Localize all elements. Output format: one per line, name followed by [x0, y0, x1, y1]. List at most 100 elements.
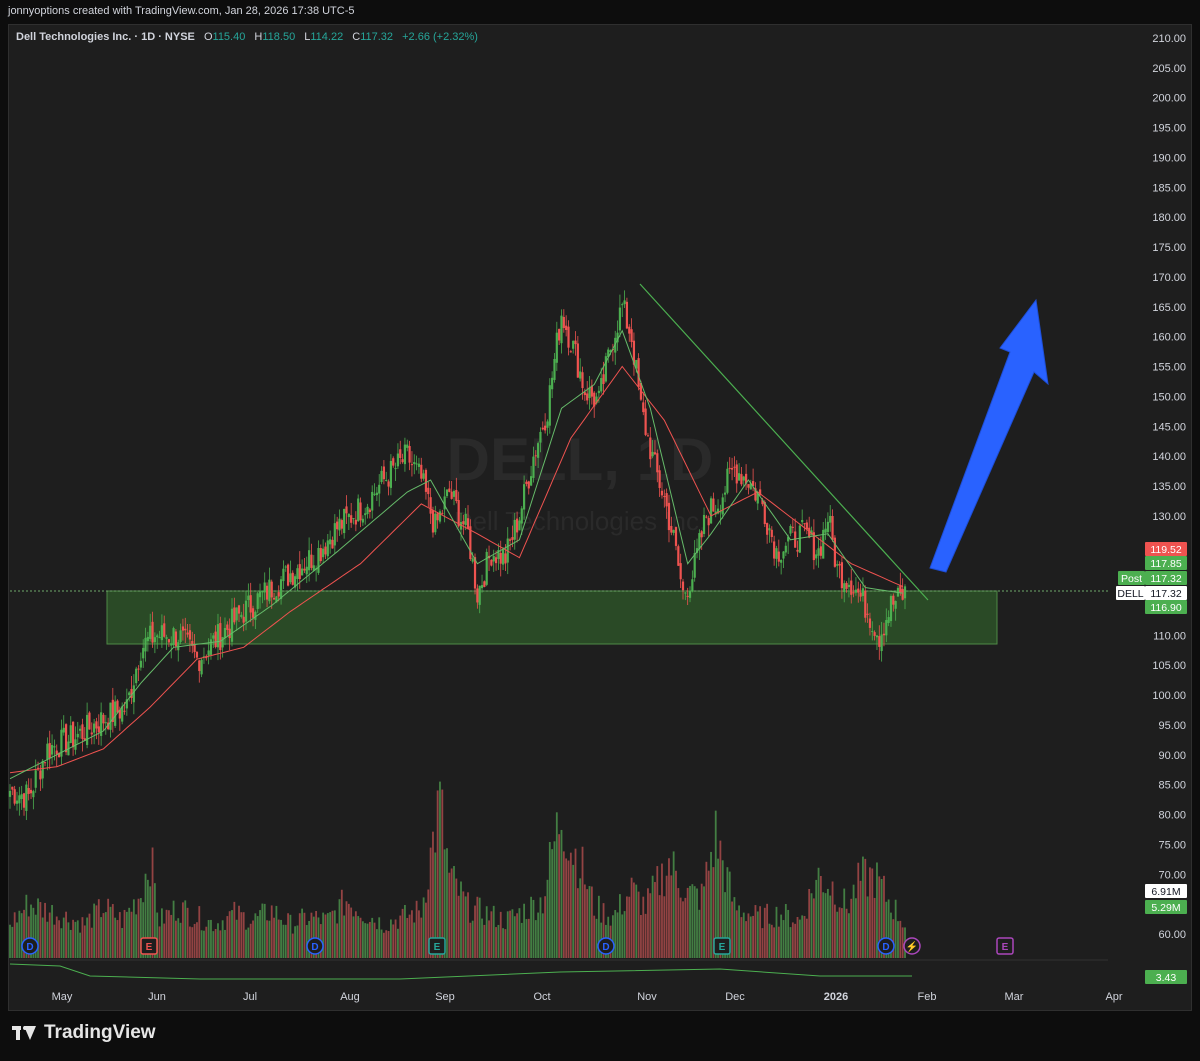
candle-body — [142, 647, 145, 659]
candle-body — [55, 750, 58, 755]
volume-bar — [537, 912, 540, 958]
volume-bar — [616, 912, 619, 958]
candle-body — [151, 621, 154, 643]
candle-body — [135, 668, 138, 684]
time-tick-label: Sep — [435, 991, 455, 1003]
candle-body — [195, 651, 199, 658]
volume-bar — [471, 920, 474, 958]
volume-bar — [686, 887, 689, 958]
legend-low: 114.22 — [310, 31, 344, 43]
candle-body — [104, 722, 107, 724]
candle-body — [628, 326, 631, 334]
candle-body — [681, 581, 685, 591]
volume-bar — [436, 790, 439, 958]
volume-bar — [455, 878, 458, 958]
volume-bar — [775, 906, 778, 958]
earnings-marker-icon — [996, 937, 1014, 955]
volume-bar — [326, 913, 329, 958]
volume-bar — [322, 912, 325, 958]
volume-bars — [9, 781, 906, 958]
volume-bar — [756, 911, 759, 958]
volume-bar — [315, 911, 318, 958]
volume-bar — [780, 914, 783, 958]
volume-bar — [817, 867, 820, 958]
candle-body — [268, 579, 271, 602]
volume-bar — [717, 858, 719, 958]
volume-bar — [107, 898, 110, 958]
candle-body — [838, 564, 841, 566]
candle-body — [191, 641, 194, 646]
candle-body — [548, 385, 551, 426]
volume-bar — [343, 915, 346, 958]
volume-bar — [761, 928, 764, 958]
candle-body — [518, 520, 521, 531]
volume-bar — [287, 913, 289, 958]
volume-bar — [887, 899, 890, 958]
candle-body — [424, 469, 428, 492]
time-tick-label: May — [52, 991, 73, 1003]
volume-bar — [282, 924, 285, 958]
candle-body — [312, 565, 315, 571]
chart-panel[interactable] — [8, 24, 1192, 1011]
candle-body — [450, 491, 453, 499]
volume-bar — [121, 928, 124, 958]
candle-body — [459, 522, 463, 530]
volume-bar — [413, 922, 416, 958]
candle-body — [782, 551, 785, 559]
volume-bar — [747, 913, 750, 958]
candle-body — [892, 595, 895, 605]
candle-body — [181, 626, 185, 631]
candle-body — [604, 356, 607, 382]
candle-body — [71, 721, 75, 748]
candle-body — [649, 437, 652, 460]
time-tick-label: Feb — [918, 991, 937, 1003]
candle-body — [298, 564, 301, 580]
downtrend-line — [639, 283, 929, 601]
volume-bar — [621, 914, 624, 958]
candle-body — [93, 723, 96, 733]
candle-body — [359, 502, 362, 521]
volume-bar — [354, 911, 357, 958]
price-label: 117.32 — [1150, 573, 1181, 585]
volume-bar — [791, 922, 794, 958]
volume-bar — [175, 920, 177, 958]
legend-high: 118.50 — [262, 31, 296, 43]
candle-body — [532, 456, 535, 478]
candle-body — [569, 351, 572, 353]
candle-body — [202, 656, 206, 658]
candle-body — [258, 591, 262, 598]
volume-bar — [822, 892, 825, 958]
volume-bar — [513, 916, 516, 958]
candle-body — [431, 510, 435, 533]
volume-bar — [768, 923, 771, 958]
volume-bar — [682, 901, 684, 958]
volume-bar — [44, 902, 46, 958]
candle-body — [476, 588, 479, 603]
price-tick-label: 145.00 — [1152, 421, 1186, 433]
candle-body — [223, 627, 227, 638]
volume-bar — [432, 831, 434, 958]
volume-bar — [782, 920, 785, 958]
volume-bar — [102, 913, 105, 958]
candle-body — [422, 473, 425, 479]
candle-body — [170, 643, 173, 646]
volume-bar — [675, 870, 677, 958]
volume-bar — [520, 922, 523, 958]
price-tick-label: 175.00 — [1152, 242, 1186, 254]
candle-body — [709, 498, 713, 524]
candle-body — [632, 340, 636, 365]
price-tick-label: 90.00 — [1158, 750, 1186, 762]
candle-body — [815, 554, 818, 559]
candle-body — [107, 722, 110, 730]
candle-body — [705, 516, 708, 518]
candle-body — [787, 536, 790, 542]
volume-bar — [572, 864, 575, 958]
candle-body — [719, 511, 722, 513]
candle-body — [228, 628, 231, 639]
candle-body — [193, 644, 196, 653]
time-tick-label: Aug — [340, 991, 360, 1003]
volume-bar — [240, 912, 243, 958]
volume-bar — [130, 911, 133, 958]
volume-bar — [544, 896, 547, 958]
